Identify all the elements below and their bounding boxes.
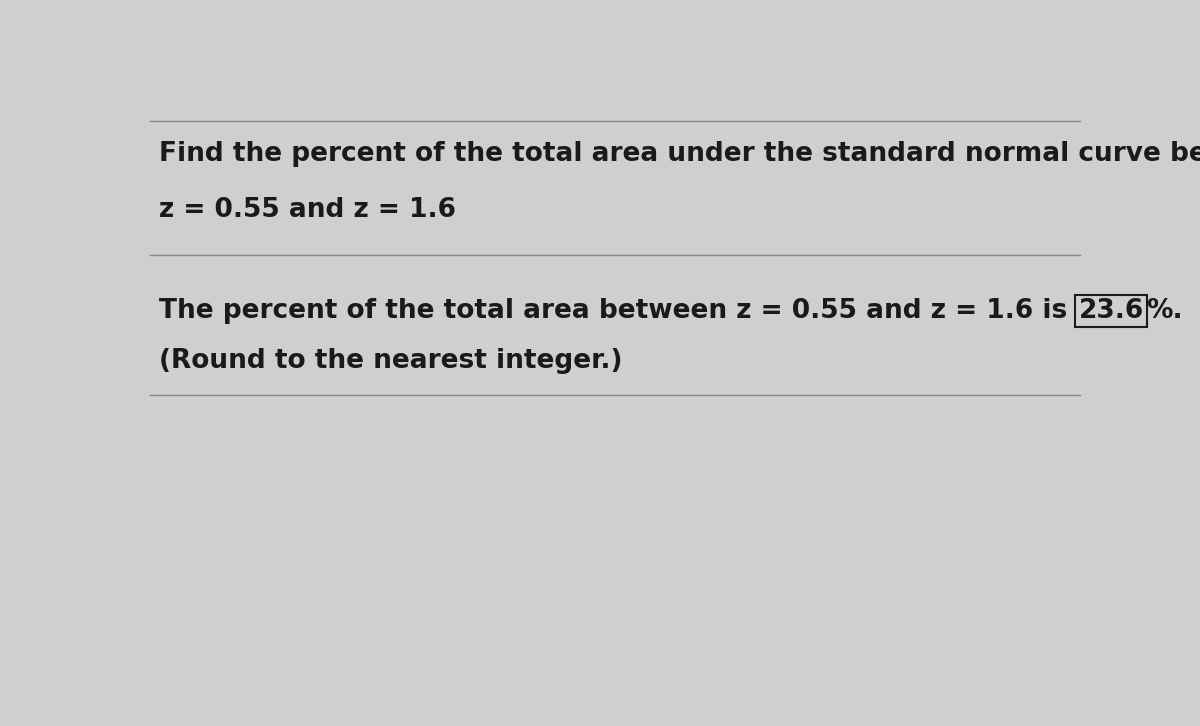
Text: z = 0.55 and z = 1.6: z = 0.55 and z = 1.6 <box>160 197 456 223</box>
Text: Find the percent of the total area under the standard normal curve between the f: Find the percent of the total area under… <box>160 141 1200 167</box>
Text: The percent of the total area between z = 0.55 and z = 1.6 is: The percent of the total area between z … <box>160 298 1076 324</box>
Text: (Round to the nearest integer.): (Round to the nearest integer.) <box>160 348 623 374</box>
Text: 23.6: 23.6 <box>1079 298 1144 324</box>
Text: %.: %. <box>1146 298 1182 324</box>
